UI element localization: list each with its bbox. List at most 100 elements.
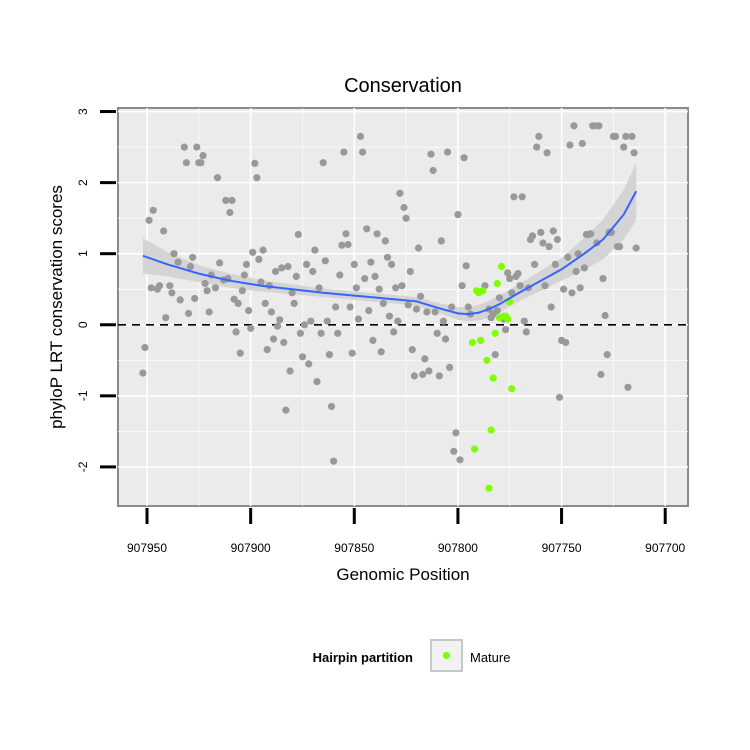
point-other-32 [222, 196, 230, 204]
point-other-8 [162, 314, 170, 322]
point-other-2 [145, 216, 153, 224]
point-other-120 [404, 301, 412, 309]
point-other-196 [578, 139, 586, 148]
point-other-29 [213, 174, 222, 182]
x-tick-label-4: 907750 [542, 541, 582, 555]
point-other-165 [514, 270, 522, 278]
point-other-50 [259, 246, 267, 254]
point-mature-13 [497, 262, 506, 271]
point-other-18 [189, 253, 197, 261]
point-other-115 [394, 317, 402, 325]
point-other-15 [182, 159, 190, 167]
legend-marker-mature [442, 651, 451, 660]
point-other-99 [361, 275, 369, 283]
point-other-45 [249, 248, 257, 256]
point-other-77 [315, 284, 323, 292]
point-other-172 [528, 232, 537, 240]
point-other-95 [352, 284, 360, 292]
point-other-57 [274, 322, 282, 330]
point-other-55 [269, 335, 278, 343]
point-other-23 [199, 152, 207, 160]
point-mature-6 [483, 356, 491, 364]
point-other-194 [574, 250, 582, 258]
point-other-214 [616, 243, 624, 251]
point-other-106 [375, 285, 383, 293]
point-other-181 [547, 303, 555, 311]
point-other-40 [238, 287, 246, 295]
point-other-68 [296, 329, 304, 337]
point-other-136 [437, 237, 445, 245]
point-mature-10 [491, 329, 499, 337]
point-other-109 [381, 237, 389, 245]
point-other-187 [560, 285, 568, 293]
plot-panel [117, 107, 689, 507]
point-other-107 [377, 348, 385, 356]
point-other-59 [278, 264, 286, 272]
chart-title: Conservation [344, 75, 462, 97]
point-other-142 [450, 447, 458, 455]
point-other-85 [332, 303, 340, 311]
point-other-76 [313, 378, 321, 386]
point-other-78 [317, 329, 325, 337]
point-other-22 [197, 159, 205, 167]
point-other-100 [363, 225, 371, 233]
point-other-133 [431, 308, 439, 316]
point-other-96 [354, 315, 362, 323]
point-other-48 [255, 255, 263, 263]
y-tick-label-4: 2 [76, 179, 90, 186]
point-mature-18 [508, 385, 516, 393]
point-other-44 [247, 324, 255, 332]
x-axis: 907950 907900 907850 907800 907750 907700 [127, 508, 686, 555]
point-other-79 [319, 159, 327, 167]
x-tick-label-1: 907900 [231, 541, 271, 555]
point-other-219 [630, 149, 638, 157]
point-mature-16 [504, 315, 512, 323]
point-other-28 [211, 284, 219, 292]
point-other-80 [321, 257, 329, 265]
point-mature-0 [468, 338, 476, 347]
point-other-180 [545, 243, 553, 251]
point-other-185 [555, 393, 564, 401]
point-other-60 [280, 338, 288, 347]
point-other-216 [622, 132, 630, 140]
point-other-88 [338, 241, 346, 249]
confidence-band [142, 162, 637, 322]
point-other-141 [448, 303, 456, 311]
point-other-56 [271, 267, 280, 276]
point-other-175 [535, 132, 543, 140]
point-other-182 [549, 227, 557, 235]
point-other-129 [423, 308, 431, 316]
point-other-25 [203, 287, 211, 295]
point-other-192 [570, 122, 578, 130]
point-mature-8 [487, 426, 495, 434]
point-other-193 [572, 267, 580, 276]
point-other-47 [253, 174, 261, 182]
point-other-137 [439, 317, 447, 325]
point-other-86 [334, 329, 342, 337]
point-other-7 [160, 227, 168, 235]
point-other-145 [456, 456, 464, 464]
point-other-6 [155, 282, 164, 290]
point-other-126 [417, 292, 425, 300]
point-other-184 [553, 235, 562, 244]
point-other-168 [520, 317, 528, 325]
point-other-177 [539, 239, 547, 247]
point-other-16 [184, 309, 193, 317]
point-other-24 [201, 279, 209, 288]
point-other-46 [251, 159, 259, 167]
point-mature-5 [479, 287, 487, 295]
point-mature-4 [477, 336, 485, 344]
x-tick-label-0: 907950 [127, 541, 167, 555]
y-tick-label-1: -1 [76, 390, 90, 401]
point-mature-11 [493, 279, 501, 288]
point-other-34 [226, 208, 234, 217]
point-other-54 [267, 308, 275, 316]
point-other-178 [541, 282, 549, 290]
point-other-122 [408, 346, 416, 354]
y-tick-label-2: 0 [76, 321, 90, 328]
point-other-81 [323, 317, 331, 325]
point-other-139 [444, 148, 452, 156]
point-other-102 [367, 258, 375, 266]
point-other-112 [388, 260, 396, 268]
